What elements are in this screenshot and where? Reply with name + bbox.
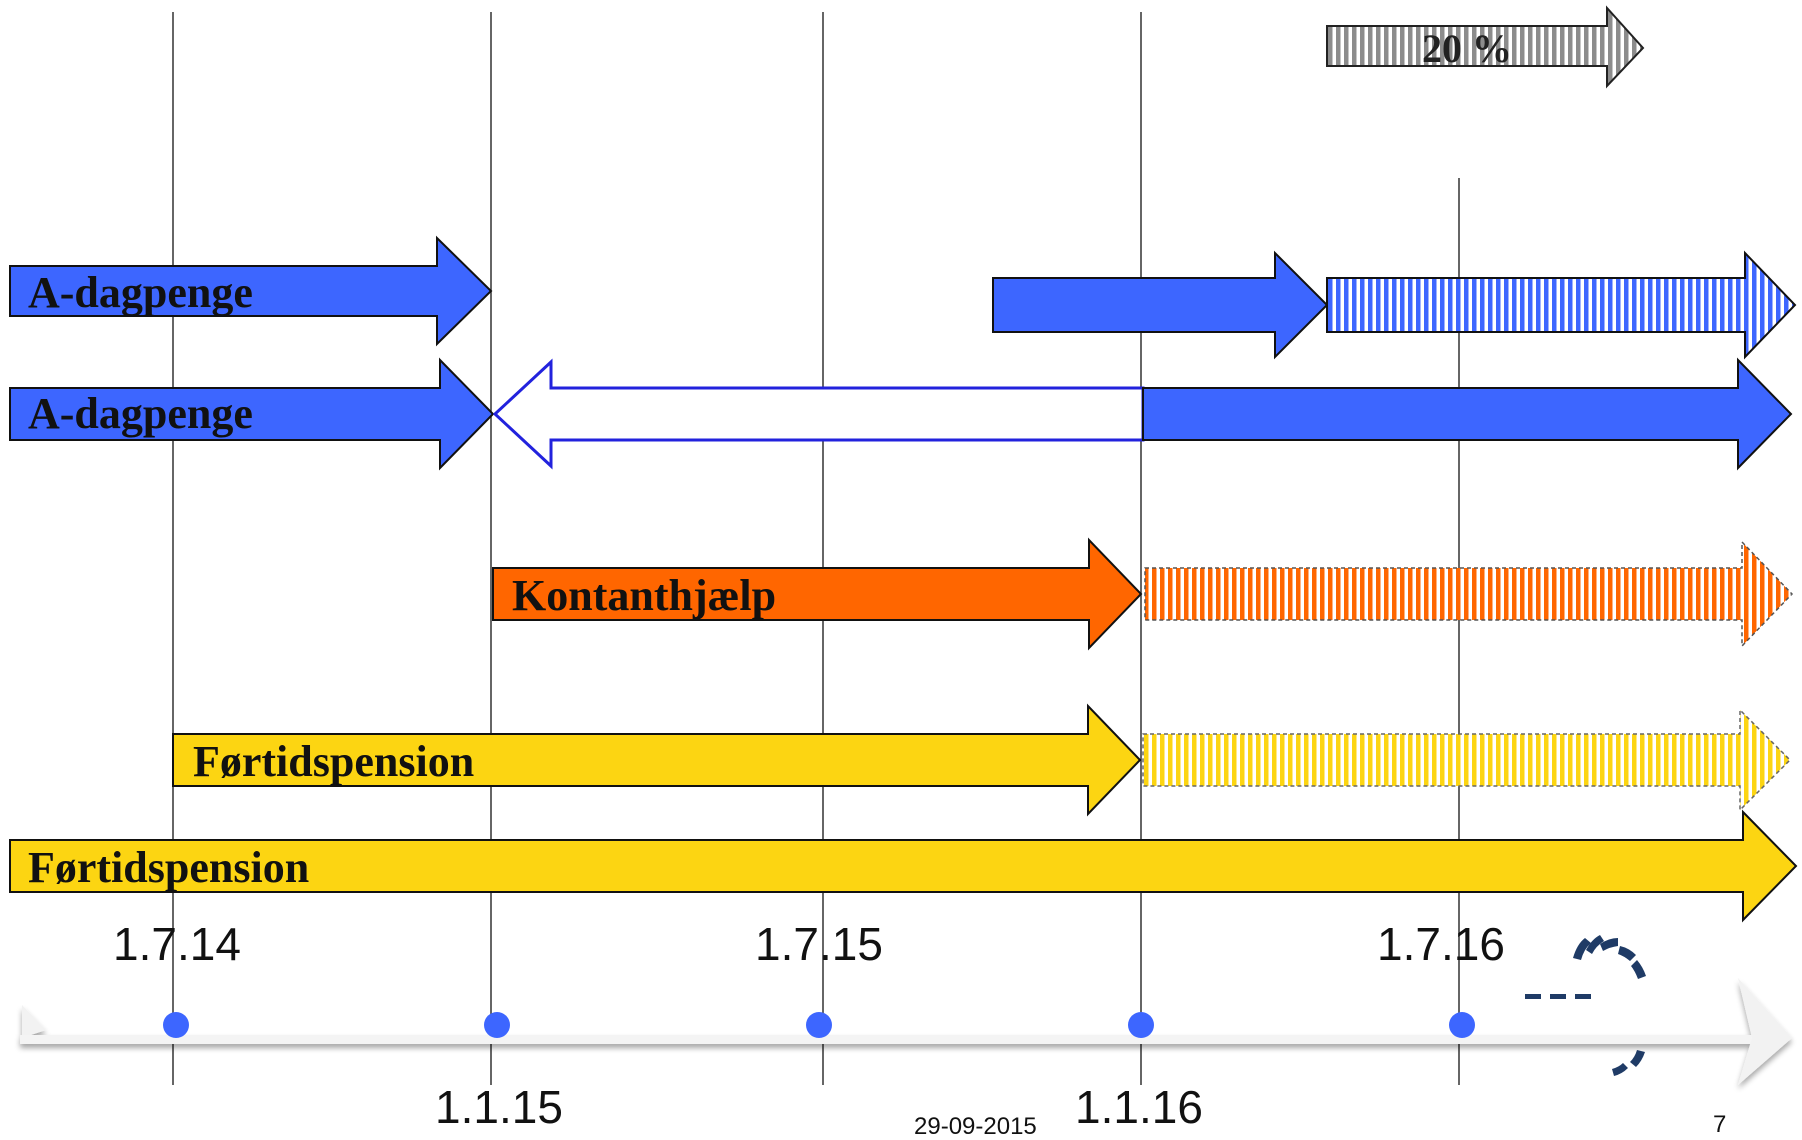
dot-1-1-15 — [484, 1012, 510, 1038]
dot-1-7-15 — [806, 1012, 832, 1038]
dot-1-1-16 — [1128, 1012, 1154, 1038]
date-label-1-7-14: 1.7.14 — [113, 918, 241, 970]
timeline-dots — [163, 1012, 1475, 1038]
a-dagpenge-top-label: A-dagpenge — [28, 268, 253, 317]
fortidspension-striped-arrow — [1142, 708, 1792, 812]
date-label-1-7-15: 1.7.15 — [755, 918, 883, 970]
date-label-1-1-15: 1.1.15 — [435, 1081, 563, 1133]
footer-date: 29-09-2015 — [914, 1113, 1037, 1140]
percent-arrow — [1326, 5, 1645, 89]
a-dagpenge-bottom-label: A-dagpenge — [28, 389, 253, 438]
date-label-1-7-16: 1.7.16 — [1377, 918, 1505, 970]
timeline-axis — [20, 978, 1792, 1085]
date-label-1-1-16: 1.1.16 — [1075, 1081, 1203, 1133]
kontanthjaelp-label: Kontanthjælp — [512, 571, 776, 620]
logo-icon — [1525, 935, 1646, 1076]
fortidspension-top-label: Førtidspension — [193, 737, 474, 786]
a-dagpenge-bottom-right-arrow — [1142, 357, 1793, 471]
a-dagpenge-top-right-arrow — [992, 250, 1329, 360]
dot-1-7-16 — [1449, 1012, 1475, 1038]
fortidspension-bottom-arrow — [9, 809, 1798, 923]
hollow-left-arrow — [492, 358, 1145, 470]
a-dagpenge-top-striped-arrow — [1326, 250, 1797, 360]
a-dagpenge-top-arrow — [9, 235, 493, 347]
fortidspension-top-arrow — [172, 703, 1142, 817]
kontanthjaelp-arrow — [492, 537, 1143, 651]
page-number: 7 — [1713, 1111, 1726, 1138]
a-dagpenge-bottom-arrow — [9, 357, 495, 471]
fortidspension-bottom-label: Førtidspension — [28, 843, 309, 892]
percent-label: 20 % — [1422, 26, 1512, 71]
kontanthjaelp-striped-arrow — [1144, 540, 1794, 648]
dot-1-7-14 — [163, 1012, 189, 1038]
